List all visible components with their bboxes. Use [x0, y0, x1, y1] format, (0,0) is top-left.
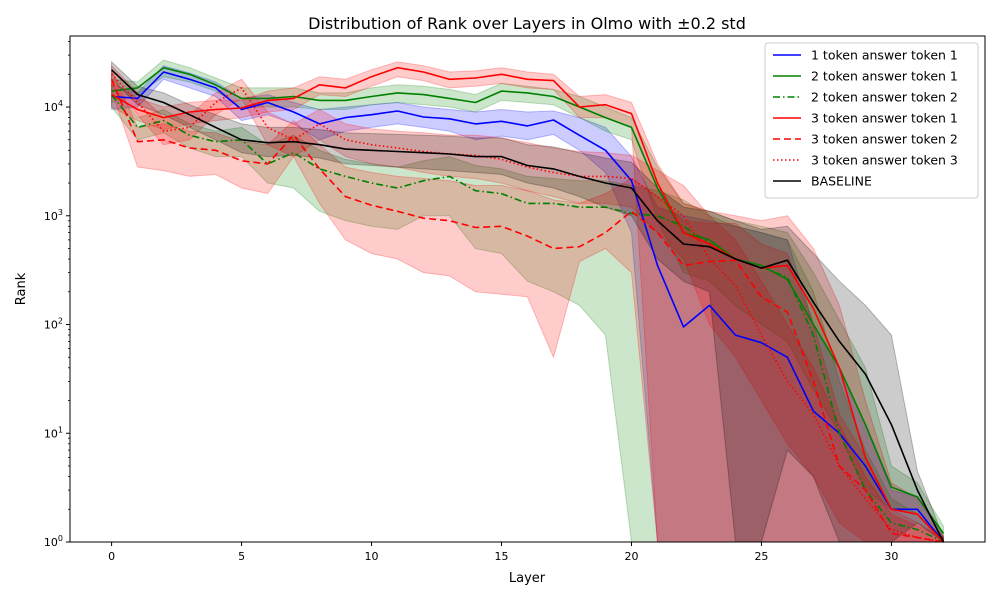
- y-tick-label: 103: [44, 208, 63, 223]
- legend-label-3-token-answer-token-3: 3 token answer token 3: [811, 153, 958, 168]
- std-bands: [111, 59, 944, 544]
- x-axis: 0 5 10 15 20 25 30: [108, 542, 898, 563]
- series-line-1-token-answer-token-1: [111, 71, 945, 543]
- series-lines: [110, 66, 945, 543]
- series-line-2-token-answer-token-2: [110, 94, 944, 543]
- chart-title: Distribution of Rank over Layers in Olmo…: [308, 14, 746, 33]
- series-line-baseline: [111, 69, 945, 543]
- x-tick-label: 0: [108, 550, 115, 563]
- x-tick-label: 10: [365, 550, 379, 563]
- legend-label-3-token-answer-token-2: 3 token answer token 2: [811, 132, 958, 147]
- legend-label-2-token-answer-token-1: 2 token answer token 1: [811, 69, 958, 84]
- x-tick-label: 30: [884, 550, 898, 563]
- series-line-3-token-answer-token-1: [111, 66, 944, 543]
- plot-frame: [69, 35, 986, 543]
- legend-label-2-token-answer-token-2: 2 token answer token 2: [811, 90, 958, 105]
- series-line-2-token-answer-token-1: [111, 66, 945, 534]
- y-tick-label: 102: [44, 317, 63, 332]
- legend: 1 token answer token 1 2 token answer tok…: [764, 42, 979, 199]
- x-tick-label: 15: [495, 550, 509, 563]
- y-axis: 100 101 102 103 104: [44, 41, 70, 549]
- y-tick-label: 100: [44, 534, 63, 549]
- x-tick-label: 25: [754, 550, 768, 563]
- x-tick-label: 5: [238, 550, 245, 563]
- x-axis-label: Layer: [509, 571, 546, 586]
- y-tick-label: 101: [44, 425, 63, 440]
- series-line-3-token-answer-token-3: [111, 73, 944, 543]
- legend-label-baseline: BASELINE: [811, 174, 872, 189]
- y-tick-label: 104: [44, 99, 63, 114]
- legend-label-1-token-answer-token-1: 1 token answer token 1: [811, 48, 958, 63]
- legend-label-3-token-answer-token-1: 3 token answer token 1: [811, 111, 958, 126]
- legend-box: [764, 42, 979, 199]
- x-tick-label: 20: [624, 550, 638, 563]
- y-axis-label: Rank: [14, 272, 29, 305]
- series-line-3-token-answer-token-2: [110, 78, 944, 543]
